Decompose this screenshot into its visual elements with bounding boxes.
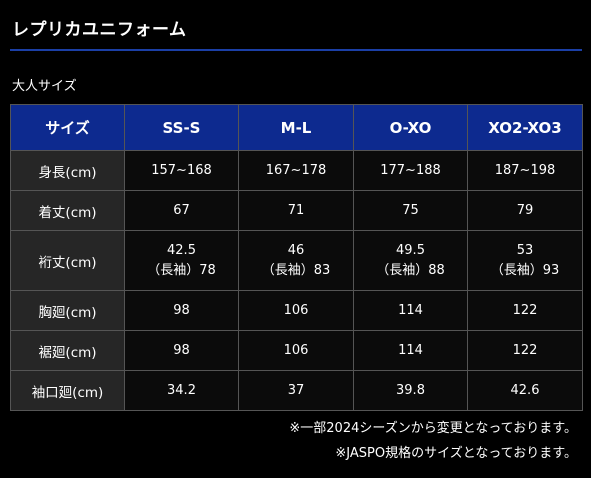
cell-line: （長袖）83 [261, 262, 331, 278]
table-cell: 122 [467, 330, 583, 371]
cell-line: （長袖）88 [376, 262, 445, 278]
table-cell: 106 [238, 290, 354, 331]
table-cell: 34.2 [124, 370, 239, 411]
table-row: 着丈(cm) 67 71 75 79 [10, 190, 583, 231]
table-row: 裄丈(cm) 42.5 （長袖）78 46 （長袖）83 49.5 （長袖）88… [10, 230, 583, 291]
row-label: 袖口廻(cm) [10, 370, 125, 411]
header-o-xo: O-XO [353, 104, 468, 151]
size-chart-table: サイズ SS-S M-L O-XO XO2-XO3 身長(cm) 157~168… [10, 104, 583, 411]
page-title: レプリカユニフォーム [12, 20, 187, 40]
table-cell: 42.6 [467, 370, 583, 411]
table-cell: 157~168 [124, 150, 239, 191]
table-cell: 67 [124, 190, 239, 231]
table-cell: 98 [124, 330, 239, 371]
notes: ※一部2024シーズンから変更となっております。 ※JASPO規格のサイズとなっ… [289, 416, 577, 466]
table-cell: 53 （長袖）93 [467, 230, 583, 291]
cell-line: （長袖）93 [490, 262, 560, 278]
table-cell: 46 （長袖）83 [238, 230, 354, 291]
table-cell: 42.5 （長袖）78 [124, 230, 239, 291]
note-line: ※一部2024シーズンから変更となっております。 [289, 421, 577, 436]
table-row: 裾廻(cm) 98 106 114 122 [10, 330, 583, 371]
table-cell: 187~198 [467, 150, 583, 191]
table-cell: 75 [353, 190, 468, 231]
table-cell: 167~178 [238, 150, 354, 191]
row-label: 身長(cm) [10, 150, 125, 191]
cell-line: 46 [287, 242, 305, 258]
table-row: 袖口廻(cm) 34.2 37 39.8 42.6 [10, 370, 583, 411]
cell-line: （長袖）78 [147, 262, 216, 278]
row-label: 胸廻(cm) [10, 290, 125, 331]
header-m-l: M-L [238, 104, 354, 151]
table-header-row: サイズ SS-S M-L O-XO XO2-XO3 [10, 104, 583, 151]
table-cell: 122 [467, 290, 583, 331]
table-cell: 106 [238, 330, 354, 371]
row-label: 裾廻(cm) [10, 330, 125, 371]
header-size: サイズ [10, 104, 125, 151]
header-ss-s: SS-S [124, 104, 239, 151]
table-cell: 98 [124, 290, 239, 331]
row-label: 着丈(cm) [10, 190, 125, 231]
table-cell: 177~188 [353, 150, 468, 191]
table-cell: 71 [238, 190, 354, 231]
table-cell: 114 [353, 290, 468, 331]
table-row: 身長(cm) 157~168 167~178 177~188 187~198 [10, 150, 583, 191]
note-line: ※JASPO規格のサイズとなっております。 [335, 446, 577, 461]
table-row: 胸廻(cm) 98 106 114 122 [10, 290, 583, 331]
cell-line: 49.5 [396, 242, 425, 258]
table-cell: 37 [238, 370, 354, 411]
title-divider [10, 49, 582, 51]
cell-line: 42.5 [167, 242, 196, 258]
header-xo2-xo3: XO2-XO3 [467, 104, 583, 151]
table-cell: 49.5 （長袖）88 [353, 230, 468, 291]
section-label: 大人サイズ [12, 79, 77, 94]
cell-line: 53 [516, 242, 534, 258]
table-cell: 79 [467, 190, 583, 231]
table-cell: 114 [353, 330, 468, 371]
table-cell: 39.8 [353, 370, 468, 411]
row-label: 裄丈(cm) [10, 230, 125, 291]
